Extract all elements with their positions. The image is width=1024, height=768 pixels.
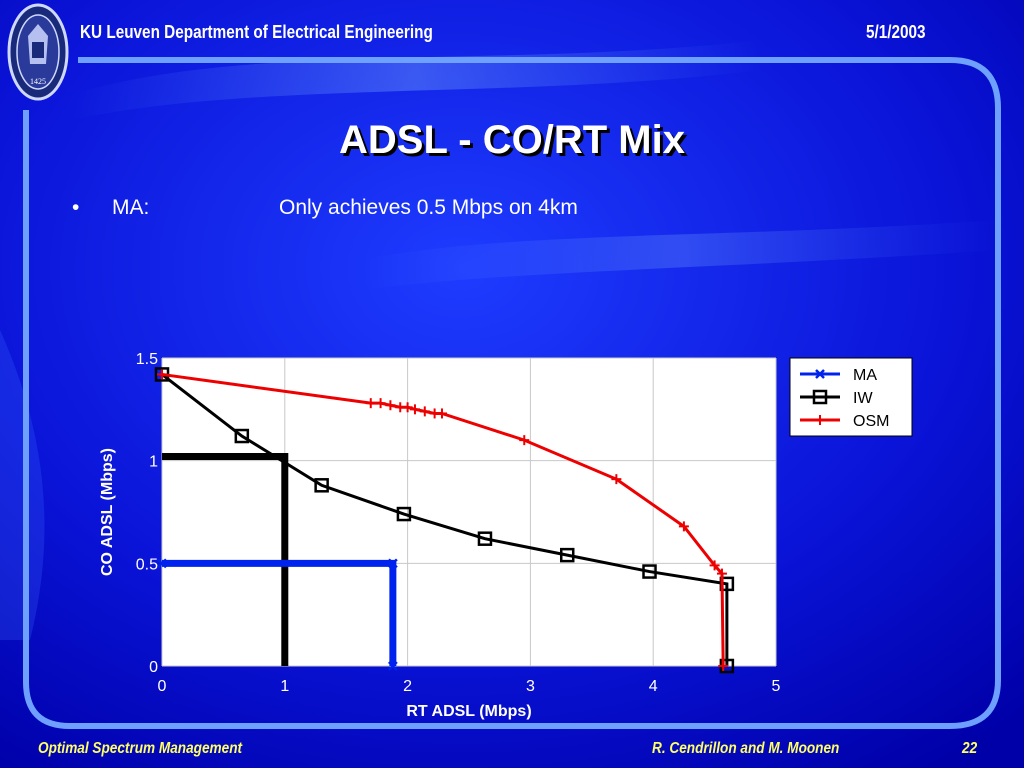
- bullet-text: Only achieves 0.5 Mbps on 4km: [279, 196, 578, 219]
- legend-label: IW: [853, 390, 873, 407]
- data-point-plus: [375, 398, 386, 409]
- y-tick-label: 1: [149, 454, 158, 471]
- y-tick-label: 0: [149, 659, 158, 676]
- bullet-marker: •: [72, 196, 80, 219]
- data-point-square: [396, 506, 412, 522]
- data-point-plus: [385, 400, 396, 411]
- footer-authors: R. Cendrillon and M. Moonen: [652, 740, 840, 757]
- legend-label: MA: [853, 367, 877, 384]
- data-point-x: [387, 661, 398, 671]
- y-tick-label: 1.5: [136, 351, 158, 368]
- data-point-plus: [365, 398, 376, 409]
- page-number: 22: [962, 740, 978, 757]
- y-tick-label: 0.5: [136, 556, 158, 573]
- slide-title: ADSL - CO/RT Mix: [339, 118, 685, 162]
- data-point-square: [812, 389, 828, 405]
- data-point-plus: [419, 406, 430, 417]
- x-tick-label: 1: [280, 678, 289, 695]
- x-tick-label: 3: [526, 678, 535, 695]
- data-point-square: [477, 531, 493, 546]
- data-point-plus: [436, 408, 447, 419]
- data-point-plus: [409, 404, 420, 415]
- x-tick-label: 0: [158, 678, 167, 695]
- data-point-x: [387, 558, 398, 569]
- data-point-square: [234, 428, 250, 444]
- data-point-plus: [716, 568, 727, 579]
- region-rectangle: [162, 453, 289, 666]
- data-point-plus: [402, 402, 413, 413]
- data-point-plus: [157, 369, 167, 380]
- x-tick-label: 5: [772, 678, 781, 695]
- series-line-osm: [161, 372, 725, 667]
- series-line-iw: [161, 373, 729, 666]
- x-tick-label: 4: [649, 678, 658, 695]
- data-point-plus: [678, 521, 689, 532]
- legend-label: OSM: [853, 413, 889, 430]
- x-axis-label: RT ADSL (Mbps): [406, 703, 531, 720]
- data-point-plus: [718, 661, 729, 671]
- seal-year: 1425: [30, 77, 46, 86]
- data-point-x: [815, 369, 825, 379]
- bullet-label: MA:: [112, 196, 150, 219]
- x-tick-label: 2: [403, 678, 412, 695]
- data-point-square: [314, 478, 329, 493]
- plot-background: [161, 357, 777, 667]
- data-point-plus: [709, 560, 720, 571]
- university-seal-logo: 1425: [7, 3, 69, 101]
- footer-title: Optimal Spectrum Management: [38, 740, 243, 757]
- data-point-plus: [815, 415, 825, 425]
- data-point-square: [642, 564, 657, 579]
- y-axis-label: CO ADSL (Mbps): [99, 448, 116, 576]
- header-date: 5/1/2003: [866, 22, 926, 42]
- data-point-plus: [611, 474, 622, 485]
- chart-legend: MA IW OSM: [789, 357, 913, 437]
- data-point-plus: [519, 435, 530, 446]
- header-organization: KU Leuven Department of Electrical Engin…: [80, 22, 433, 42]
- data-point-square: [559, 547, 575, 563]
- data-point-x: [157, 558, 167, 569]
